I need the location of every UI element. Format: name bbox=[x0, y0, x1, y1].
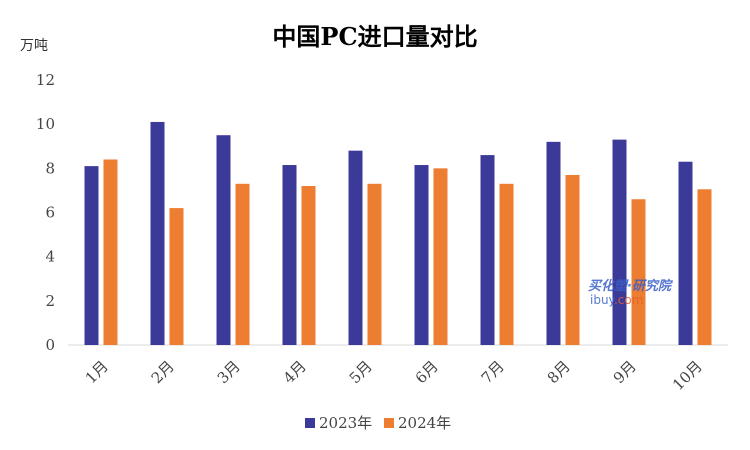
bar-2024 bbox=[367, 183, 382, 345]
legend-label-2023: 2023年 bbox=[319, 414, 372, 432]
legend-swatch-2024 bbox=[384, 418, 394, 428]
bar-2024 bbox=[301, 186, 316, 345]
legend: 2023年 2024年 bbox=[305, 414, 451, 432]
y-tick-label: 2 bbox=[45, 292, 55, 310]
bar-2024 bbox=[235, 183, 250, 345]
x-category-label: 3月 bbox=[214, 357, 244, 387]
x-category-label: 9月 bbox=[610, 357, 640, 387]
bar-2024 bbox=[697, 189, 712, 345]
bar-2024 bbox=[103, 159, 118, 345]
chart-title: 中国PC进口量对比 bbox=[272, 22, 477, 51]
x-category-label: 7月 bbox=[478, 357, 508, 387]
y-axis-unit: 万吨 bbox=[20, 38, 48, 54]
watermark-line1: 买化塑·研究院 bbox=[588, 278, 674, 294]
bar-2023 bbox=[348, 150, 363, 345]
y-tick-label: 4 bbox=[45, 248, 55, 266]
bar-2024 bbox=[499, 183, 514, 345]
y-tick-label: 10 bbox=[36, 115, 55, 133]
watermark-line2-a: ibuy bbox=[590, 293, 616, 307]
bar-2024 bbox=[433, 168, 448, 345]
bar-2023 bbox=[480, 155, 495, 345]
legend-label-2024: 2024年 bbox=[398, 414, 451, 432]
bar-2023 bbox=[678, 161, 693, 345]
x-category-label: 1月 bbox=[82, 357, 112, 387]
bar-2023 bbox=[282, 165, 297, 345]
bar-2023 bbox=[546, 141, 561, 345]
y-tick-label: 0 bbox=[45, 336, 55, 354]
bar-2023 bbox=[150, 121, 165, 345]
x-category-label: 5月 bbox=[346, 357, 376, 387]
x-category-label: 4月 bbox=[280, 357, 310, 387]
watermark-line2: ibuy.com bbox=[590, 293, 643, 307]
legend-swatch-2023 bbox=[305, 418, 315, 428]
watermark: 买化塑·研究院 ibuy.com bbox=[588, 278, 674, 307]
bar-2024 bbox=[169, 208, 184, 345]
bar-2023 bbox=[414, 165, 429, 345]
watermark-line2-b: .com bbox=[614, 293, 643, 307]
bars-group bbox=[84, 121, 712, 345]
x-category-label: 8月 bbox=[544, 357, 574, 387]
bar-2024 bbox=[565, 174, 580, 345]
y-tick-label: 12 bbox=[36, 71, 55, 89]
y-axis-ticks: 0 2 4 6 8 10 12 bbox=[36, 71, 55, 354]
y-tick-label: 8 bbox=[45, 159, 55, 177]
x-category-label: 6月 bbox=[412, 357, 442, 387]
y-tick-label: 6 bbox=[45, 204, 55, 222]
bar-2023 bbox=[84, 166, 99, 345]
x-category-label: 10月 bbox=[669, 357, 706, 394]
bar-2023 bbox=[216, 135, 231, 345]
bar-2024 bbox=[631, 199, 646, 345]
x-axis-categories: 1月 2月 3月 4月 5月 6月 7月 8月 9月 10月 bbox=[82, 357, 706, 394]
x-category-label: 2月 bbox=[148, 357, 178, 387]
bar-2023 bbox=[612, 139, 627, 345]
